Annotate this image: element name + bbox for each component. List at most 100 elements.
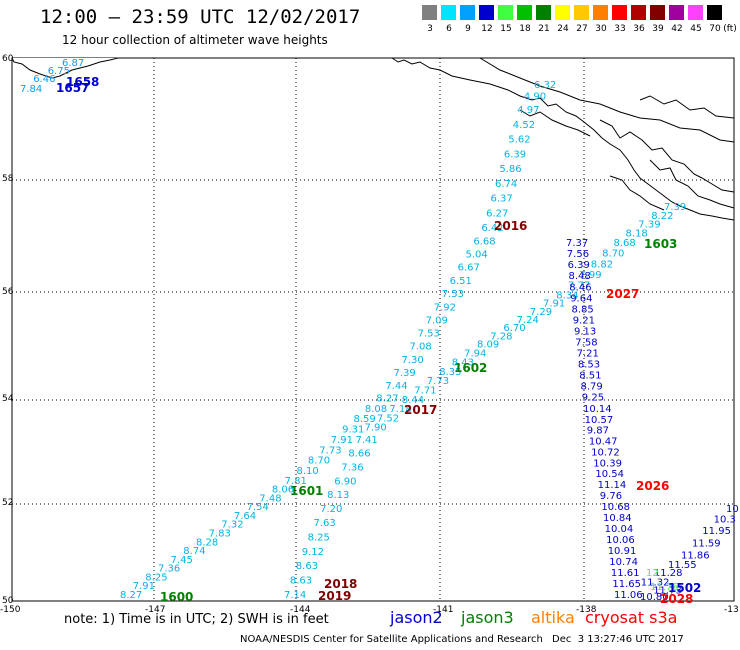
lat-label: 52	[2, 498, 13, 508]
wave-height-value: 8.09	[477, 340, 499, 351]
lon-label: -144	[290, 605, 311, 615]
wave-height-value: 11.61	[611, 568, 640, 579]
legend-swatch	[422, 5, 437, 20]
pass-label: 2016	[494, 219, 527, 233]
wave-height-value: 8.59	[354, 414, 376, 425]
legend-label: 15	[500, 24, 512, 34]
legend-swatch	[612, 5, 627, 20]
legend-swatch	[479, 5, 494, 20]
legend-swatch	[536, 5, 551, 20]
wave-height-value: 7.91	[543, 299, 565, 310]
wave-height-value: 6.27	[486, 208, 508, 219]
wave-height-value: 10.57	[585, 415, 614, 426]
wave-height-value: 10.91	[608, 546, 637, 557]
wave-height-value: 8.63	[290, 576, 312, 587]
wave-height-value: 11.06	[614, 590, 643, 601]
wave-height-value: 8.35	[439, 367, 461, 378]
wave-height-value: 9.64	[570, 293, 592, 304]
wave-height-value: 8.25	[308, 533, 330, 544]
wave-height-value: 8.44	[402, 395, 424, 406]
lat-label: 50	[2, 596, 14, 606]
legend-swatch	[688, 5, 703, 20]
legend-swatch	[498, 5, 513, 20]
wave-height-value: 10.3	[714, 514, 736, 525]
wave-height-value: 4.90	[524, 92, 546, 103]
legend-label: 39	[652, 24, 664, 34]
wave-height-value: 7.30	[402, 355, 424, 366]
wave-height-value: 6.74	[495, 179, 517, 190]
pass-label: 2027	[606, 287, 639, 301]
legend-swatch	[650, 5, 665, 20]
legend-label: 33	[614, 24, 626, 34]
wave-height-value: 10.68	[601, 502, 630, 513]
legend-swatch	[707, 5, 722, 20]
legend-label: 24	[557, 24, 569, 34]
wave-height-value: 6.75	[48, 66, 70, 77]
wave-height-value: 11.14	[598, 480, 627, 491]
legend-swatch	[593, 5, 608, 20]
wave-height-value: 8.70	[602, 249, 624, 260]
legend-jason2: jason2	[390, 608, 443, 627]
wave-height-value: 8.10	[297, 466, 319, 477]
wave-height-value: 6.90	[334, 476, 356, 487]
wave-height-value: 7.37	[566, 238, 588, 249]
wave-height-value: 4.52	[513, 120, 535, 131]
wave-height-value: 5.04	[466, 250, 488, 261]
wave-height-value: 7.92	[434, 302, 456, 313]
wave-height-value: 7.73	[319, 445, 341, 456]
wave-height-value: 7.39	[394, 368, 416, 379]
wave-height-value: 7.94	[464, 348, 486, 359]
legend-label: 45	[690, 24, 702, 34]
legend-swatch	[631, 5, 646, 20]
legend-swatch	[574, 5, 589, 20]
wave-height-value: 8.34	[556, 290, 578, 301]
wave-height-value: 7.09	[426, 315, 448, 326]
wave-height-value: 6.67	[458, 263, 480, 274]
legend-swatch	[669, 5, 684, 20]
wave-height-value: 5.62	[508, 135, 530, 146]
wave-height-value: 7.56	[567, 249, 589, 260]
wave-height-value: 7.99	[579, 270, 601, 281]
axis-labels: -150 -147 -144 -141 -138 -13 60 58 56 54 52 50	[0, 54, 739, 615]
timestamp: Dec 3 13:27:46 UTC 2017	[552, 634, 684, 645]
pass-label: 2017	[404, 403, 437, 417]
wave-height-value: 6.68	[473, 236, 495, 247]
wave-height-value: 9.76	[600, 491, 622, 502]
wave-height-value: 9.13	[574, 327, 596, 338]
wave-height-value: 7.81	[285, 476, 307, 487]
lat-label: 56	[2, 287, 14, 297]
legend-cryosat-s3a: cryosat s3a	[585, 608, 678, 627]
wave-height-value: 8.22	[651, 211, 673, 222]
wave-height-value: 8.85	[572, 304, 594, 315]
lat-label: 58	[2, 174, 14, 184]
wave-height-value: 7.45	[171, 555, 193, 566]
wave-height-value: 8.27	[376, 393, 398, 404]
wave-height-value: 6.46	[33, 74, 55, 85]
wave-height-value: 8.06	[272, 485, 294, 496]
wave-height-value: 7.77	[568, 281, 590, 292]
altimeter-tracks: 7.846.466.756.87 6.324.90 4.97 4.52 5.62 6.39…	[20, 58, 739, 603]
pass-label: 1602	[454, 361, 487, 375]
wave-height-value: 7.20	[320, 504, 342, 515]
wave-height-value: 7.53	[442, 289, 464, 300]
credit-line: NOAA/NESDIS Center for Satellite Applica…	[240, 634, 543, 645]
wave-height-value: 7.52	[377, 413, 399, 424]
wave-height-value: 7.90	[365, 423, 387, 434]
legend-label: 42	[671, 24, 683, 34]
wave-height-value: 7.44	[385, 381, 407, 392]
wave-height-value: 8.08	[365, 404, 387, 415]
legend-label: 12	[481, 24, 493, 34]
wave-height-value: 8.51	[579, 371, 601, 382]
legend-altika: altika	[531, 608, 575, 627]
wave-height-value: 10.04	[605, 524, 634, 535]
wave-height-value: 7.24	[517, 315, 539, 326]
wave-height-value: 6.37	[491, 194, 513, 205]
wave-height-value: 7.63	[314, 518, 336, 529]
pass-label: 1657	[56, 81, 89, 95]
wave-height-value: 10.14	[583, 404, 612, 415]
wave-height-value: 6.32	[534, 80, 556, 91]
legend-jason3: jason3	[461, 608, 514, 627]
wave-height-value: 7.39	[664, 202, 686, 213]
wave-height-value: 11.65	[612, 579, 641, 590]
